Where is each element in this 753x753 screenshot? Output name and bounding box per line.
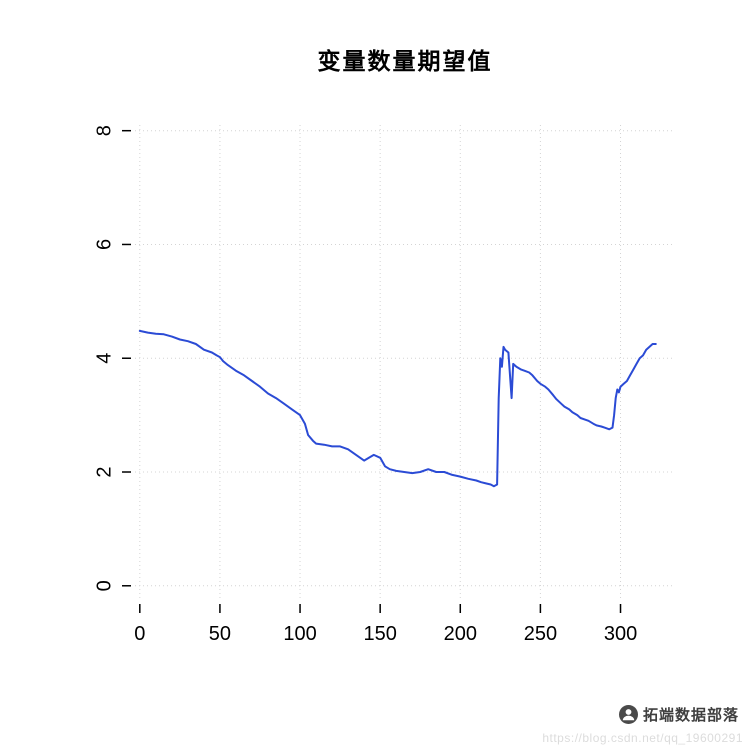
x-axis-tick-label: 200 xyxy=(444,623,477,645)
watermark: 拓端数据部落 xyxy=(618,704,739,725)
x-axis-tick-label: 300 xyxy=(604,623,637,645)
x-axis-tick-label: 50 xyxy=(209,623,231,645)
x-axis-tick-label: 100 xyxy=(283,623,316,645)
y-axis-tick-label: 6 xyxy=(93,239,115,250)
y-axis-tick-label: 4 xyxy=(93,353,115,364)
data-series-line xyxy=(138,329,657,488)
y-axis-tick-label: 8 xyxy=(93,125,115,136)
person-in-circle-icon xyxy=(618,705,638,724)
x-axis-tick-label: 150 xyxy=(363,623,396,645)
watermark-brand: 拓端数据部落 xyxy=(642,707,739,724)
x-axis-tick-label: 0 xyxy=(134,623,145,645)
y-axis-tick-label: 0 xyxy=(93,580,115,591)
watermark-url: https://blog.csdn.net/qq_19600291 xyxy=(542,731,743,745)
chart-title: 变量数量期望值 xyxy=(317,48,493,74)
y-axis-tick-label: 2 xyxy=(93,466,115,477)
x-axis-tick-label: 250 xyxy=(524,623,557,645)
